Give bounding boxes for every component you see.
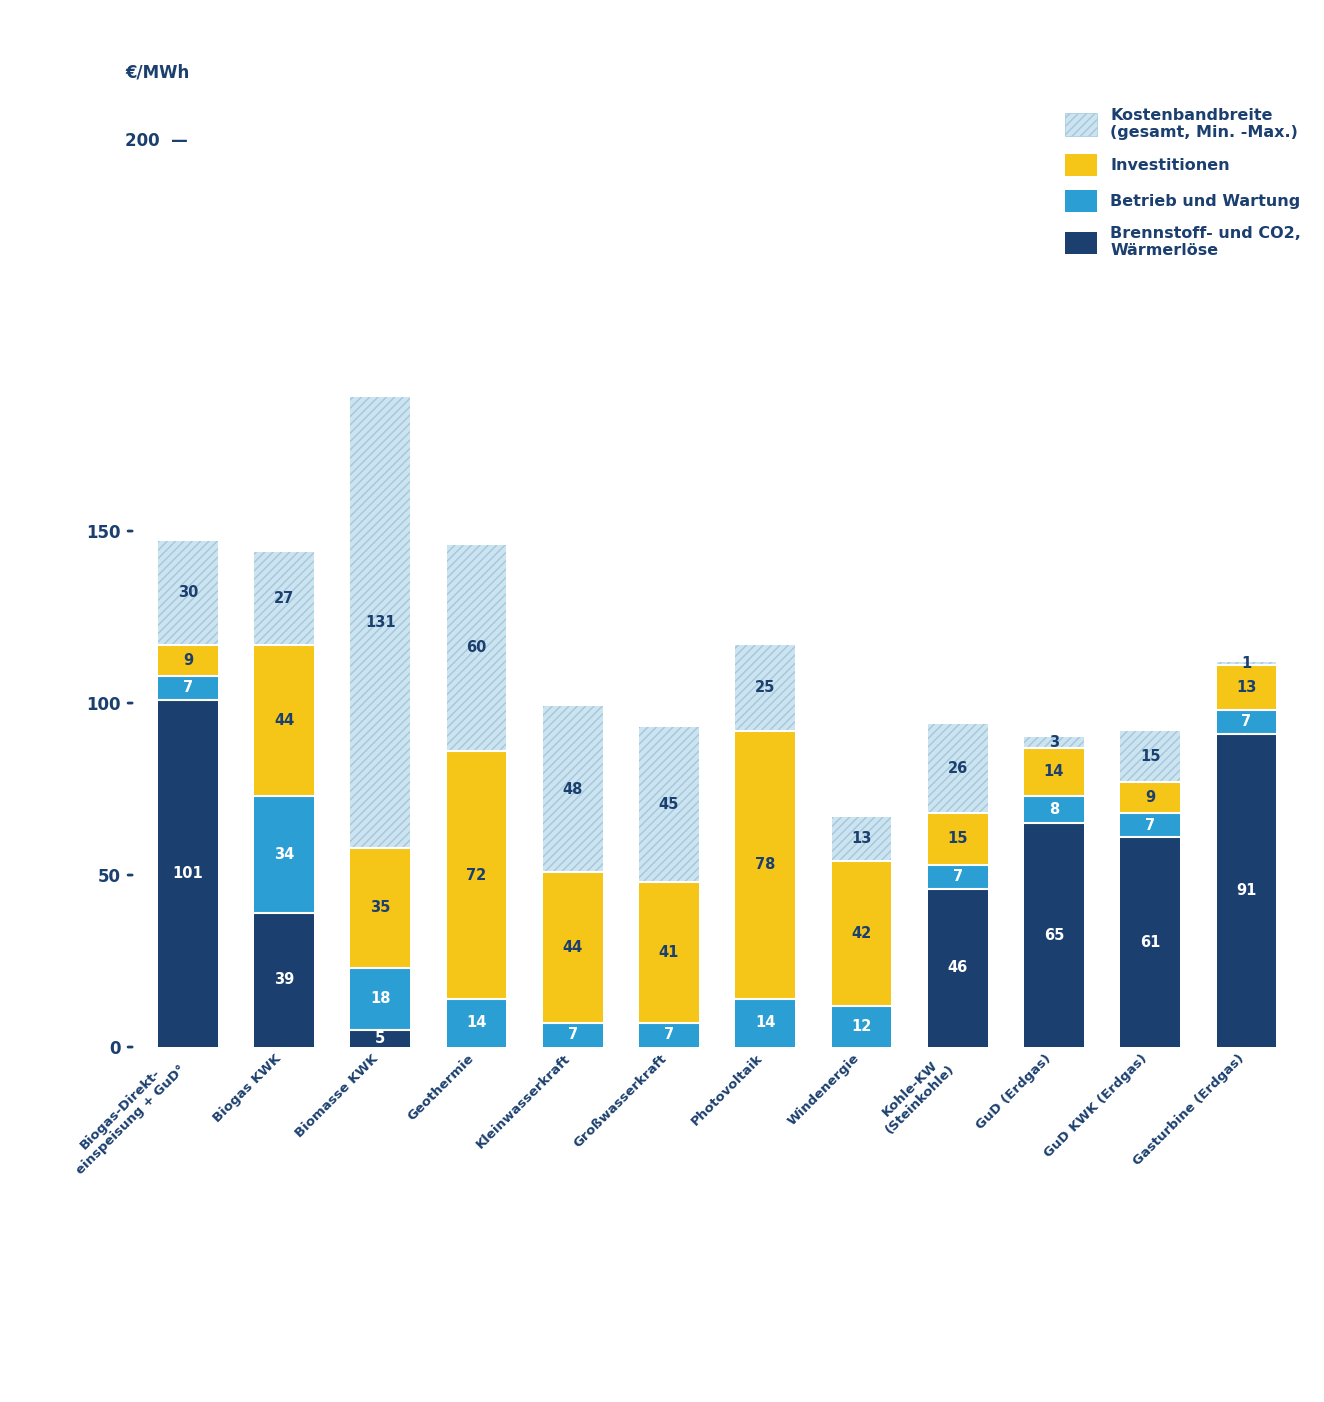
Text: 72: 72: [466, 868, 487, 882]
Bar: [254, 913, 314, 1047]
Text: 27: 27: [274, 590, 294, 606]
Text: 200  —: 200 —: [126, 132, 188, 150]
Text: 48: 48: [563, 781, 583, 796]
Bar: [446, 751, 506, 998]
Bar: [1217, 665, 1276, 709]
Bar: [1217, 662, 1276, 665]
Bar: [831, 816, 891, 861]
Bar: [735, 730, 796, 998]
Bar: [351, 1030, 410, 1047]
Text: 60: 60: [466, 641, 487, 656]
Bar: [1120, 782, 1180, 813]
Text: 7: 7: [568, 1028, 577, 1043]
Bar: [1120, 837, 1180, 1047]
Text: 131: 131: [365, 614, 396, 629]
Text: 26: 26: [948, 761, 968, 775]
Bar: [639, 728, 699, 882]
Text: 61: 61: [1140, 935, 1160, 949]
Text: 101: 101: [172, 866, 203, 880]
Bar: [928, 865, 988, 889]
Text: 45: 45: [659, 796, 679, 812]
Bar: [543, 707, 602, 872]
Text: 7: 7: [1242, 715, 1251, 729]
Bar: [928, 889, 988, 1047]
Text: 3: 3: [1049, 735, 1059, 750]
Bar: [254, 645, 314, 796]
Text: 34: 34: [274, 847, 294, 862]
Bar: [735, 645, 796, 730]
Bar: [735, 998, 796, 1047]
Text: 46: 46: [948, 960, 968, 976]
Bar: [1120, 730, 1180, 782]
Text: 65: 65: [1043, 928, 1064, 942]
Bar: [158, 676, 217, 700]
Text: 44: 44: [274, 712, 294, 728]
Bar: [1025, 737, 1084, 747]
Bar: [1217, 709, 1276, 735]
Bar: [1025, 747, 1084, 796]
Bar: [1025, 796, 1084, 823]
Text: 9: 9: [1145, 791, 1156, 805]
Bar: [446, 545, 506, 751]
Text: 14: 14: [755, 1015, 776, 1030]
Bar: [254, 551, 314, 645]
Text: €/MWh: €/MWh: [126, 63, 189, 81]
Text: 25: 25: [755, 680, 776, 695]
Text: 18: 18: [371, 991, 391, 1007]
Text: 7: 7: [183, 680, 193, 695]
Bar: [351, 967, 410, 1030]
Text: 35: 35: [371, 900, 391, 916]
Text: 12: 12: [851, 1019, 871, 1033]
Text: 42: 42: [851, 925, 871, 941]
Text: 5: 5: [375, 1030, 385, 1046]
Bar: [1120, 813, 1180, 837]
Text: 91: 91: [1237, 883, 1256, 899]
Text: 41: 41: [659, 945, 679, 960]
Text: 39: 39: [274, 973, 294, 987]
Text: 7: 7: [663, 1028, 674, 1043]
Bar: [351, 397, 410, 848]
Bar: [928, 723, 988, 813]
Legend: Kostenbandbreite
(gesamt, Min. -Max.), Investitionen, Betrieb und Wartung, Brenn: Kostenbandbreite (gesamt, Min. -Max.), I…: [1066, 108, 1301, 258]
Text: 15: 15: [948, 831, 968, 847]
Bar: [639, 1023, 699, 1047]
Bar: [1217, 735, 1276, 1047]
Text: 44: 44: [563, 939, 583, 955]
Bar: [639, 882, 699, 1023]
Text: 13: 13: [1237, 680, 1256, 695]
Bar: [446, 998, 506, 1047]
Bar: [351, 848, 410, 967]
Text: 14: 14: [466, 1015, 487, 1030]
Text: 9: 9: [183, 652, 193, 667]
Text: 7: 7: [1145, 817, 1156, 833]
Text: 30: 30: [177, 586, 199, 600]
Bar: [831, 1005, 891, 1047]
Bar: [831, 861, 891, 1005]
Text: 14: 14: [1043, 764, 1064, 780]
Text: 78: 78: [755, 857, 776, 872]
Bar: [928, 813, 988, 865]
Bar: [543, 872, 602, 1023]
Bar: [254, 796, 314, 913]
Text: 13: 13: [851, 831, 871, 847]
Bar: [158, 645, 217, 676]
Text: 7: 7: [953, 869, 963, 885]
Text: 15: 15: [1140, 749, 1160, 764]
Text: 8: 8: [1049, 802, 1059, 817]
Bar: [158, 700, 217, 1047]
Text: 1: 1: [1242, 656, 1251, 672]
Bar: [1025, 823, 1084, 1047]
Bar: [158, 541, 217, 645]
Bar: [543, 1023, 602, 1047]
